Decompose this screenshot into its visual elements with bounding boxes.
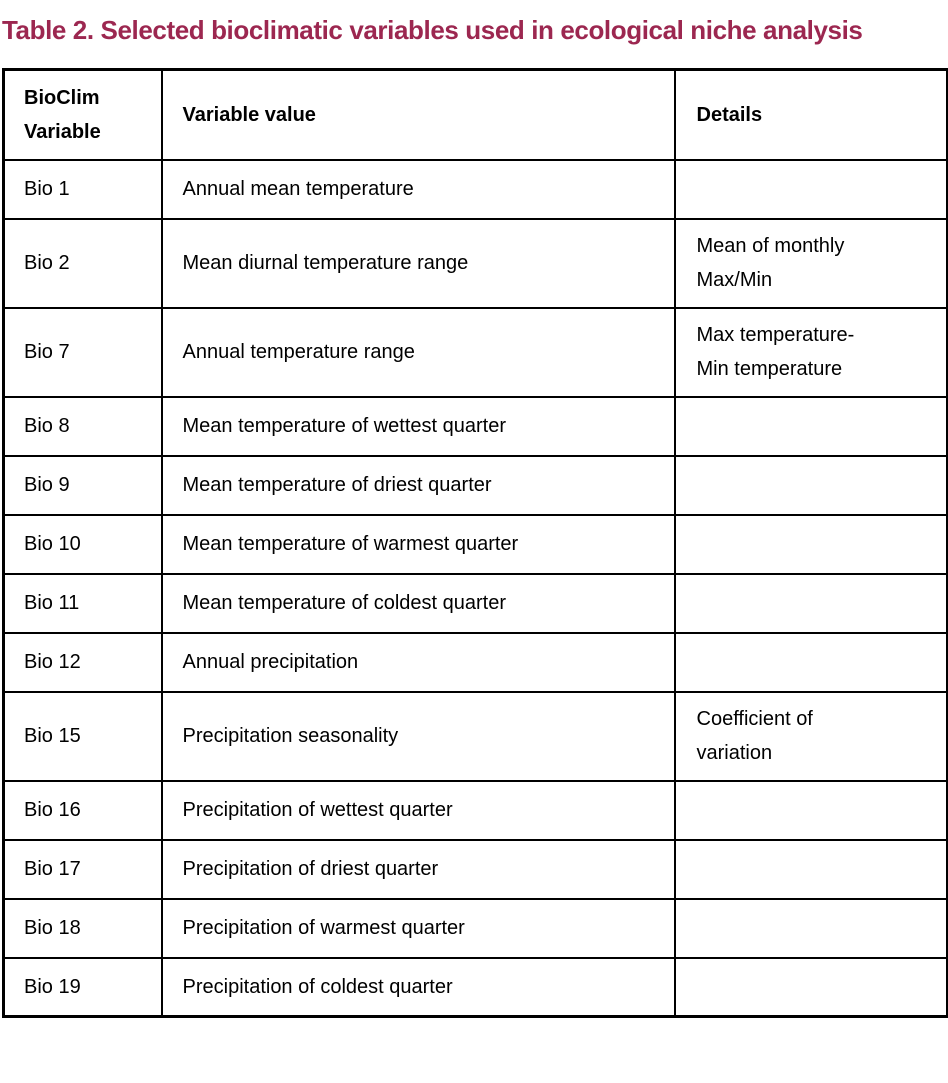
table-row: Bio 16 Precipitation of wettest quarter (2, 779, 948, 841)
cell-variable-value: Annual mean temperature (160, 158, 676, 220)
cell-variable-value: Precipitation of wettest quarter (160, 779, 676, 841)
header-details: Details (673, 68, 948, 161)
table-row: Bio 1 Annual mean temperature (2, 158, 948, 220)
cell-details (673, 631, 948, 693)
cell-details (673, 572, 948, 634)
cell-variable-value: Precipitation seasonality (160, 690, 676, 782)
cell-bioclim-variable: Bio 10 (2, 513, 163, 575)
cell-bioclim-variable: Bio 17 (2, 838, 163, 900)
header-variable-value: Variable value (160, 68, 676, 161)
cell-bioclim-variable: Bio 11 (2, 572, 163, 634)
cell-bioclim-variable: Bio 19 (2, 956, 163, 1018)
cell-details (673, 779, 948, 841)
cell-details (673, 513, 948, 575)
cell-variable-value: Precipitation of warmest quarter (160, 897, 676, 959)
header-bioclim-variable: BioClim Variable (2, 68, 163, 161)
cell-variable-value: Mean diurnal temperature range (160, 217, 676, 309)
table-row: Bio 2 Mean diurnal temperature range Mea… (2, 217, 948, 309)
table-header: BioClim Variable Variable value Details (2, 68, 948, 161)
cell-details (673, 158, 948, 220)
table-row: Bio 7 Annual temperature range Max tempe… (2, 306, 948, 398)
table-row: Bio 19 Precipitation of coldest quarter (2, 956, 948, 1018)
cell-variable-value: Precipitation of driest quarter (160, 838, 676, 900)
header-row: BioClim Variable Variable value Details (2, 68, 948, 161)
table-row: Bio 18 Precipitation of warmest quarter (2, 897, 948, 959)
cell-bioclim-variable: Bio 12 (2, 631, 163, 693)
cell-details (673, 897, 948, 959)
cell-variable-value: Annual temperature range (160, 306, 676, 398)
table-row: Bio 17 Precipitation of driest quarter (2, 838, 948, 900)
cell-variable-value: Mean temperature of driest quarter (160, 454, 676, 516)
table-body: Bio 1 Annual mean temperature Bio 2 Mean… (2, 158, 948, 1018)
cell-details (673, 454, 948, 516)
cell-bioclim-variable: Bio 7 (2, 306, 163, 398)
bioclim-variables-table: BioClim Variable Variable value Details … (2, 68, 948, 1018)
cell-variable-value: Precipitation of coldest quarter (160, 956, 676, 1018)
cell-bioclim-variable: Bio 18 (2, 897, 163, 959)
cell-details: Mean of monthly Max/Min (673, 217, 948, 309)
cell-variable-value: Mean temperature of warmest quarter (160, 513, 676, 575)
table-row: Bio 8 Mean temperature of wettest quarte… (2, 395, 948, 457)
cell-bioclim-variable: Bio 1 (2, 158, 163, 220)
table-row: Bio 15 Precipitation seasonality Coeffic… (2, 690, 948, 782)
cell-details (673, 956, 948, 1018)
cell-details (673, 395, 948, 457)
cell-bioclim-variable: Bio 2 (2, 217, 163, 309)
cell-variable-value: Mean temperature of wettest quarter (160, 395, 676, 457)
cell-variable-value: Mean temperature of coldest quarter (160, 572, 676, 634)
cell-details: Coefficient of variation (673, 690, 948, 782)
cell-bioclim-variable: Bio 8 (2, 395, 163, 457)
table-row: Bio 10 Mean temperature of warmest quart… (2, 513, 948, 575)
cell-bioclim-variable: Bio 16 (2, 779, 163, 841)
table-row: Bio 9 Mean temperature of driest quarter (2, 454, 948, 516)
table-caption: Table 2. Selected bioclimatic variables … (2, 15, 863, 45)
cell-details: Max temperature- Min temperature (673, 306, 948, 398)
table-row: Bio 11 Mean temperature of coldest quart… (2, 572, 948, 634)
table-row: Bio 12 Annual precipitation (2, 631, 948, 693)
cell-details (673, 838, 948, 900)
cell-bioclim-variable: Bio 9 (2, 454, 163, 516)
cell-bioclim-variable: Bio 15 (2, 690, 163, 782)
cell-variable-value: Annual precipitation (160, 631, 676, 693)
